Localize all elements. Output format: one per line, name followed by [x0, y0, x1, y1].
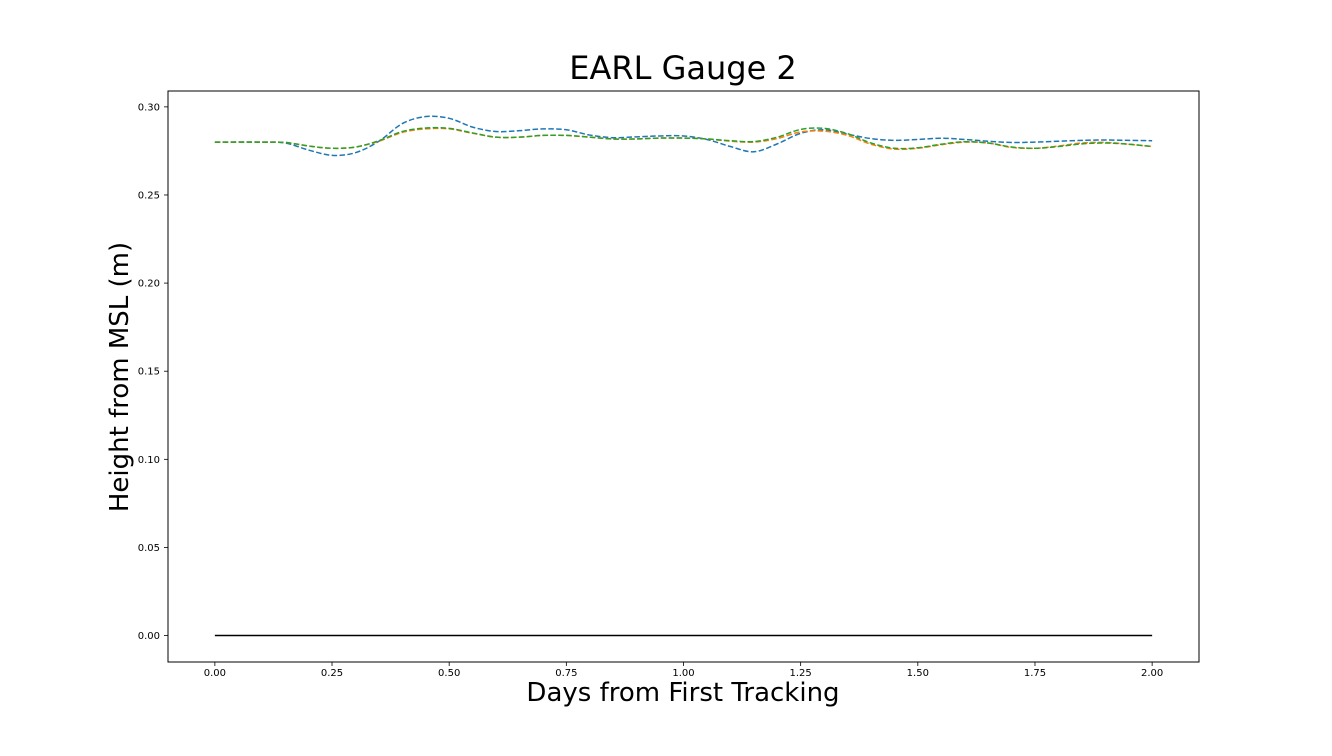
x-tick-label: 0.25	[321, 668, 343, 679]
x-axis-ticks: 0.00 0.25 0.50 0.75 1.00 1.25 1.50 1.75 2.00	[204, 662, 1163, 679]
x-tick-label: 1.00	[672, 668, 694, 679]
x-tick-label: 2.00	[1141, 668, 1163, 679]
series-line-2	[214, 127, 1153, 151]
series-layer	[214, 115, 1153, 637]
y-tick-label: 0.20	[138, 279, 160, 290]
y-tick-label: 0.05	[138, 543, 160, 554]
plot-area	[167, 90, 1200, 663]
y-tick-label: 0.15	[138, 367, 160, 378]
x-axis-label: Days from First Tracking	[526, 678, 839, 708]
y-tick-label: 0.30	[138, 102, 160, 113]
y-axis-ticks: 0.00 0.05 0.10 0.15 0.20 0.25 0.30	[138, 102, 168, 642]
chart-title: EARL Gauge 2	[569, 49, 797, 87]
x-tick-label: 0.50	[438, 668, 460, 679]
x-tick-label: 1.75	[1024, 668, 1046, 679]
y-tick-label: 0.00	[138, 631, 160, 642]
x-tick-label: 0.00	[204, 668, 226, 679]
series-line-3	[214, 126, 1153, 150]
y-tick-label: 0.25	[138, 190, 160, 201]
x-tick-label: 1.50	[907, 668, 929, 679]
y-tick-label: 0.10	[138, 455, 160, 466]
series-line-1	[214, 115, 1153, 157]
x-tick-label: 1.25	[790, 668, 812, 679]
y-axis-label: Height from MSL (m)	[105, 242, 135, 512]
x-tick-label: 0.75	[555, 668, 577, 679]
plot-frame	[167, 90, 1200, 663]
